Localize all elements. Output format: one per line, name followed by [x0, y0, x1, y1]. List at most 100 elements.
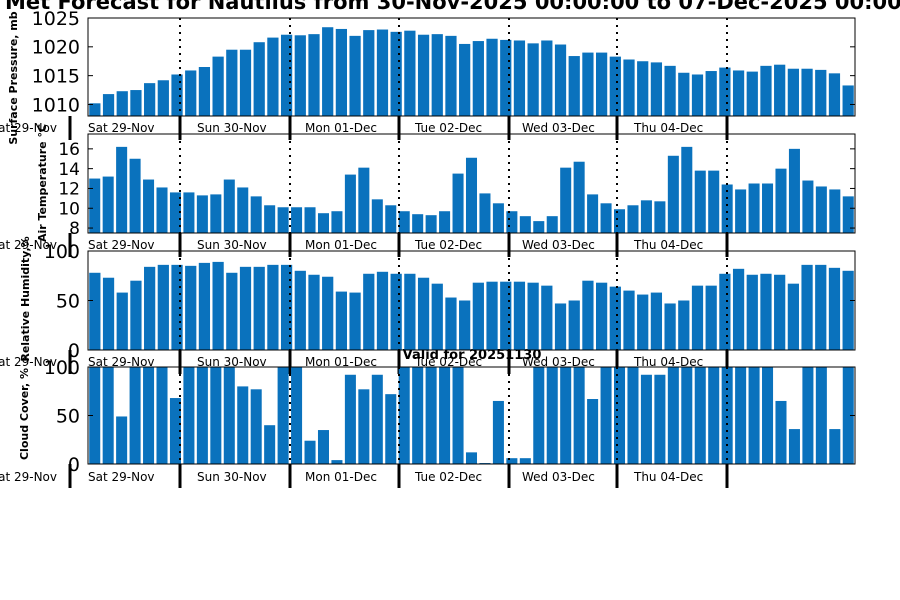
- bar: [385, 394, 397, 464]
- bar: [335, 291, 347, 350]
- bar: [500, 39, 512, 116]
- bar: [681, 367, 693, 464]
- bar: [760, 273, 772, 350]
- x-tick-label: Sat 29-Nov: [0, 355, 57, 369]
- bar: [527, 43, 539, 116]
- bar: [452, 173, 464, 233]
- y-tick-label: 1025: [32, 8, 80, 30]
- bar: [390, 31, 402, 117]
- bar: [171, 264, 183, 350]
- bar: [304, 207, 316, 233]
- bar: [513, 281, 526, 350]
- bar: [762, 183, 774, 233]
- bar: [719, 67, 731, 116]
- bar: [250, 196, 262, 233]
- bar: [623, 290, 635, 350]
- bar: [223, 367, 235, 464]
- bar: [774, 64, 786, 116]
- bar: [829, 429, 841, 464]
- bar: [239, 49, 252, 116]
- bar: [102, 94, 115, 116]
- bar: [322, 276, 334, 350]
- y-tick-label: 8: [69, 219, 80, 239]
- bar: [349, 292, 361, 350]
- bar: [371, 199, 383, 233]
- bar: [89, 272, 101, 350]
- bar: [614, 367, 626, 464]
- bar: [116, 292, 128, 350]
- x-tick-label: Sat 29-Nov: [0, 470, 57, 484]
- bar: [573, 367, 585, 464]
- bar: [376, 271, 389, 350]
- bar: [294, 270, 306, 350]
- x-tick-label: Sun 30-Nov: [197, 470, 267, 484]
- bar: [431, 283, 443, 350]
- bar: [404, 273, 416, 350]
- bar: [719, 273, 731, 350]
- bar: [506, 211, 518, 233]
- bar: [102, 277, 115, 350]
- bar: [533, 367, 545, 464]
- bar: [650, 62, 663, 116]
- bar: [116, 146, 128, 233]
- bar: [129, 367, 141, 464]
- x-tick-label: Mon 01-Dec: [305, 470, 377, 484]
- bar: [89, 178, 101, 233]
- bar: [802, 367, 814, 464]
- bar: [130, 90, 142, 116]
- y-tick-label: 10: [58, 199, 80, 219]
- bar: [486, 38, 498, 116]
- bar: [212, 56, 224, 116]
- y-tick-label: 1015: [32, 65, 80, 87]
- bar: [267, 264, 279, 350]
- bar: [748, 367, 760, 464]
- bar: [349, 35, 361, 117]
- x-tick-label: Sun 30-Nov: [197, 121, 267, 135]
- bar: [815, 186, 827, 233]
- bar: [527, 282, 539, 350]
- bar: [788, 429, 800, 464]
- bar: [385, 205, 397, 233]
- bar: [596, 52, 608, 116]
- bar: [472, 41, 484, 117]
- bar: [344, 374, 356, 464]
- bar: [774, 274, 786, 350]
- x-tick-label: Wed 03-Dec: [522, 238, 595, 252]
- bar: [130, 280, 142, 350]
- bar: [358, 167, 370, 233]
- bar: [627, 205, 639, 233]
- bar: [842, 367, 854, 464]
- bar: [198, 67, 211, 116]
- y-axis-label: Surface Pressure, mb: [7, 11, 20, 144]
- bar: [185, 70, 197, 116]
- x-tick-label: Thu 04-Dec: [633, 121, 703, 135]
- bar: [183, 192, 195, 233]
- bar: [363, 30, 375, 116]
- bar: [667, 155, 679, 233]
- bar: [344, 174, 356, 233]
- bar: [735, 367, 747, 464]
- bar: [788, 148, 800, 233]
- bar: [144, 83, 156, 116]
- bar: [705, 285, 717, 350]
- x-tick-label: Tue 02-Dec: [414, 355, 482, 369]
- y-tick-label: 1020: [32, 37, 80, 59]
- bar: [308, 34, 320, 116]
- bar: [828, 73, 841, 116]
- bar: [587, 399, 599, 464]
- bar: [637, 294, 649, 350]
- bar: [465, 452, 478, 464]
- bar: [708, 367, 720, 464]
- bar: [398, 211, 410, 233]
- bar: [678, 300, 690, 350]
- x-tick-label: Wed 03-Dec: [522, 121, 595, 135]
- bar: [472, 282, 484, 350]
- bar: [116, 416, 128, 464]
- bar: [250, 389, 262, 464]
- bar: [253, 266, 265, 350]
- bar: [459, 300, 471, 350]
- bar: [376, 29, 389, 117]
- bar: [519, 458, 531, 464]
